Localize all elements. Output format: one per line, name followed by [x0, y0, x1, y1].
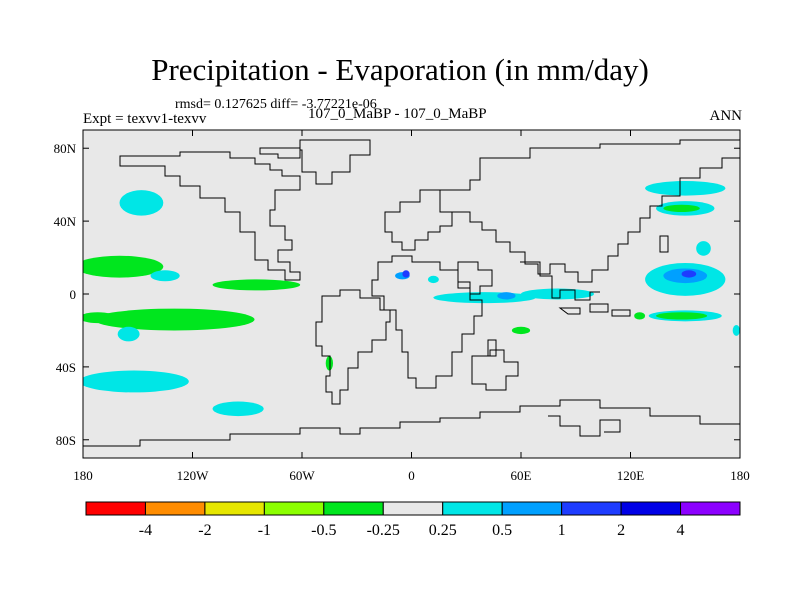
x-tick-label-0: 180 — [73, 468, 93, 483]
y-tick-label-0: 80N — [54, 141, 77, 156]
anomaly-region-8 — [212, 401, 264, 417]
coastline-japan — [659, 235, 669, 253]
x-tick-label-4: 60E — [511, 468, 532, 483]
anomaly-region-11 — [402, 270, 410, 278]
anomaly-region-19 — [663, 204, 700, 213]
x-tick-label-5: 120E — [617, 468, 645, 483]
y-tick-label-1: 40N — [54, 214, 77, 229]
coastline-north-america — [119, 151, 301, 281]
colorbar-label-8: 2 — [617, 522, 625, 539]
anomaly-region-20 — [696, 241, 711, 256]
anomaly-region-1 — [83, 255, 164, 278]
anomaly-region-13 — [433, 292, 536, 304]
anomaly-region-9 — [325, 355, 334, 371]
anomaly-region-6 — [117, 326, 140, 342]
colorbar-label-9: 4 — [677, 522, 685, 539]
coastline-greenland — [299, 139, 371, 185]
x-tick-label-2: 60W — [289, 468, 315, 483]
coastline-australia — [471, 349, 519, 391]
coastline-antarctica — [83, 399, 740, 447]
colorbar-label-3: -0.5 — [311, 522, 336, 539]
anomaly-region-15 — [511, 326, 531, 335]
anomaly-region-23 — [681, 270, 697, 278]
colorbar-label-5: 0.25 — [429, 522, 457, 539]
coastline-africa — [371, 255, 483, 389]
page-title: Precipitation - Evaporation (in mm/day) — [151, 52, 649, 87]
colorbar-label-4: -0.25 — [367, 522, 400, 539]
anomaly-region-25 — [656, 312, 708, 320]
colorbar-swatch-5 — [382, 501, 444, 516]
x-tick-label-3: 0 — [408, 468, 415, 483]
colorbar-swatch-7 — [501, 501, 563, 516]
anomaly-region-5 — [83, 312, 116, 324]
coastline-arabia — [457, 261, 493, 295]
axes: 180 120W 60W 0 60E 120E 180 80N 40N 0 40S 80S — [54, 130, 750, 483]
colorbar-swatch-10 — [680, 501, 741, 516]
colorbar-swatch-6 — [442, 501, 503, 516]
map-background — [83, 130, 740, 458]
stats-text: rmsd= 0.127625 diff= -3.77221e-06 — [175, 97, 377, 112]
anomaly-region-17 — [645, 181, 726, 196]
continent-outlines — [83, 139, 740, 447]
coastline-eurasia — [440, 139, 740, 283]
anomaly-region-4 — [93, 308, 255, 331]
anomaly-region-26 — [634, 312, 646, 320]
coastline-south-asia — [520, 261, 600, 301]
coastline-madagascar — [487, 339, 497, 357]
colorbar-label-0: -4 — [139, 522, 152, 539]
anomaly-region-7 — [83, 370, 189, 393]
coastline-south-america — [315, 289, 391, 405]
colorbar-swatch-4 — [323, 501, 384, 516]
colorbar: -4 -2 -1 -0.5 -0.25 0.25 0.5 1 2 4 — [85, 501, 741, 539]
x-tick-label-6: 180 — [730, 468, 750, 483]
anomaly-region-0 — [119, 190, 164, 216]
coastline-maritime-continent — [558, 303, 631, 317]
coastline-europe — [384, 189, 453, 251]
season-label: ANN — [709, 108, 743, 124]
anomaly-region-27 — [732, 324, 740, 336]
y-tick-label-2: 0 — [70, 287, 77, 302]
x-tick-label-1: 120W — [177, 468, 210, 483]
colorbar-swatch-3 — [263, 501, 325, 516]
colorbar-swatch-8 — [561, 501, 622, 516]
coastline-antarctic-shelf — [548, 415, 621, 437]
anomaly-contours — [83, 181, 740, 417]
colorbar-swatch-2 — [204, 501, 265, 516]
colorbar-swatch-0 — [85, 501, 146, 516]
anomaly-region-16 — [521, 288, 594, 300]
y-tick-label-4: 80S — [56, 433, 76, 448]
colorbar-label-7: 1 — [558, 522, 566, 539]
anomaly-region-12 — [427, 275, 439, 284]
case-label: 107_0_MaBP - 107_0_MaBP — [308, 106, 487, 122]
colorbar-label-2: -1 — [258, 522, 271, 539]
experiment-label: Expt = texvv1-texvv — [83, 111, 207, 127]
colorbar-label-1: -2 — [198, 522, 211, 539]
colorbar-label-6: 0.5 — [492, 522, 512, 539]
anomaly-region-14 — [497, 292, 516, 300]
colorbar-swatch-9 — [620, 501, 682, 516]
colorbar-swatch-1 — [144, 501, 206, 516]
anomaly-region-3 — [212, 279, 301, 291]
anomaly-region-2 — [150, 270, 180, 282]
y-tick-label-3: 40S — [56, 360, 76, 375]
